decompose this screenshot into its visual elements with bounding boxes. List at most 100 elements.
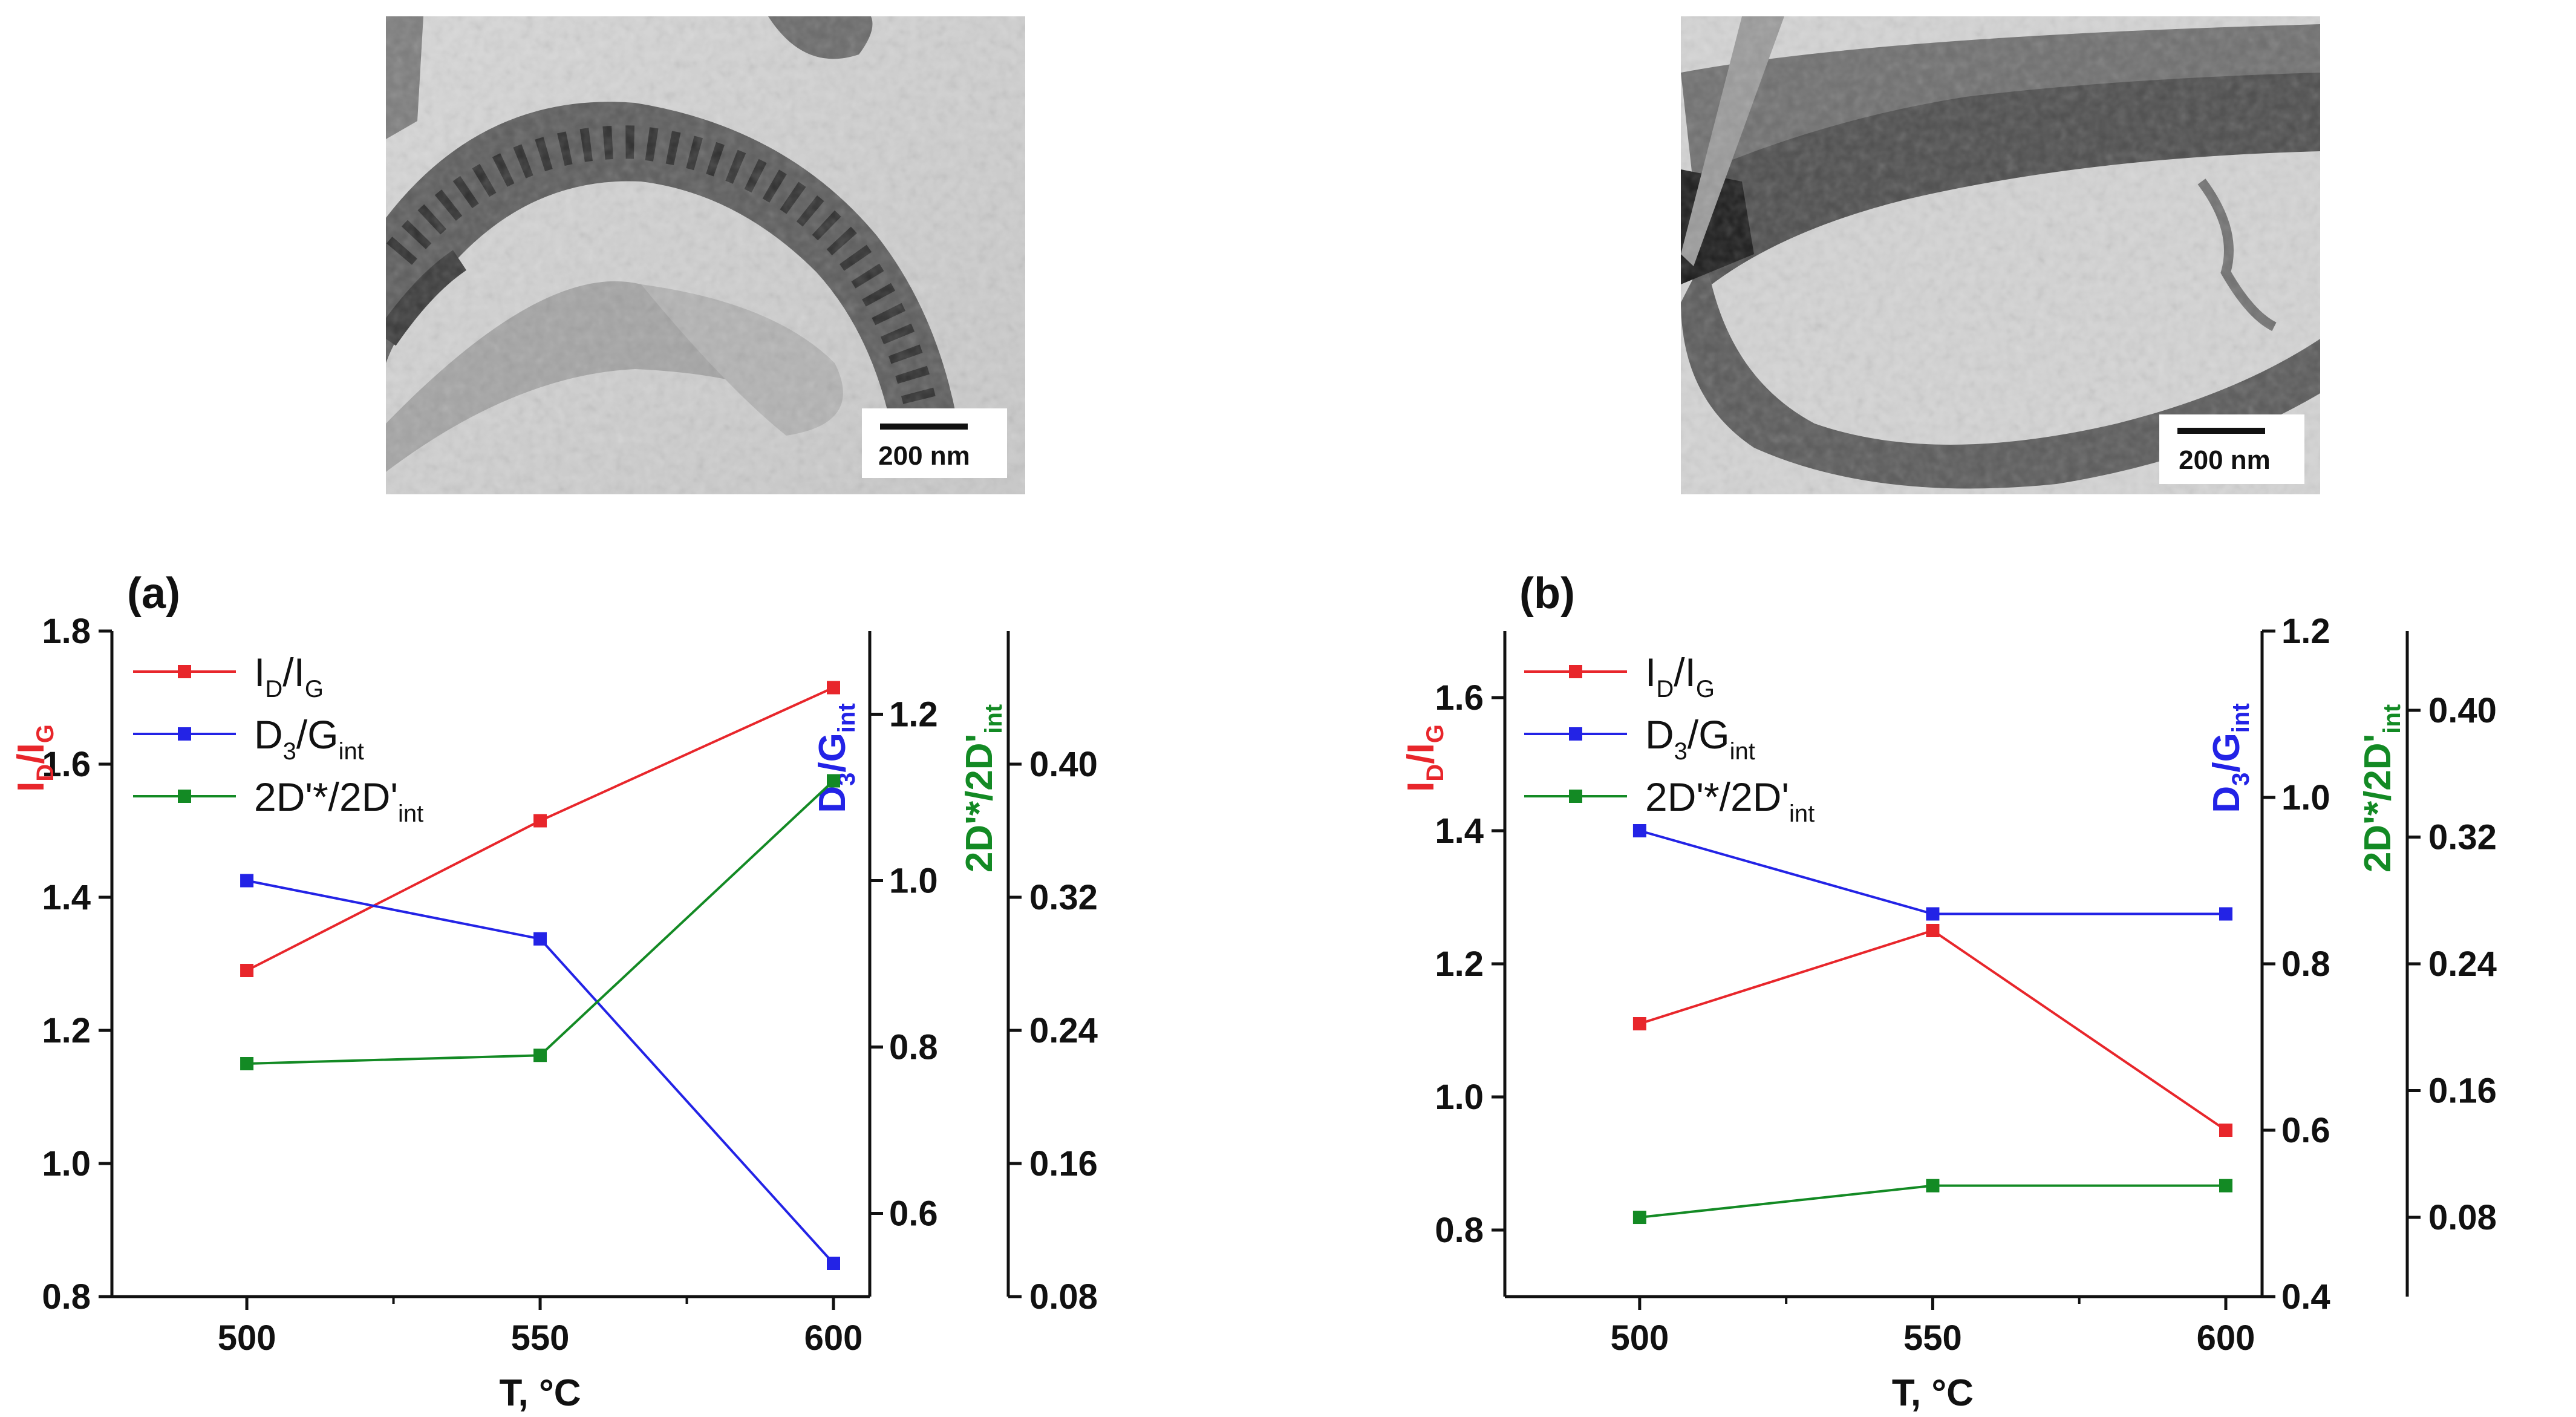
legend-label-part: 2D'*/2D' (254, 774, 398, 819)
right-y-axis-title: D3/Gint (2206, 703, 2254, 813)
x-tick-label: 550 (511, 1318, 570, 1358)
chart-panel-a: 500 550 600 T, °C 0.8 1.0 1.2 1.4 1.6 1.8 0.6 0.8 1.… (10, 569, 1098, 1414)
legend-label-part: /I (1674, 650, 1696, 695)
offset-right-y-tick-label: 0.32 (1029, 878, 1098, 917)
right-y-axis-title-part: D (812, 786, 853, 813)
left-y-axis-title-part: /I (1400, 743, 1442, 764)
right-y-axis-title-part: /G (2206, 733, 2248, 772)
legend-label-part: 3 (1674, 738, 1687, 765)
left-y-axis-title-part: I (1400, 782, 1442, 792)
offset-right-y-axis-title-part: 2D'*/2D' (2357, 734, 2399, 872)
legend-label-part: I (1645, 650, 1656, 695)
left-y-axis-title: ID/IG (1400, 724, 1449, 792)
right-y-tick-label: 0.6 (2281, 1111, 2330, 1150)
left-y-axis-title-part: D (32, 764, 59, 782)
panel-label: (a) (127, 569, 180, 618)
data-point (533, 932, 547, 946)
legend-label-part: G (1696, 676, 1715, 702)
left-y-tick-label: 0.8 (42, 1277, 91, 1317)
right-y-tick-label: 1.0 (2281, 778, 2330, 817)
legend-label-part: int (398, 800, 423, 827)
tem-image-a: 200 nm (386, 16, 1025, 494)
scale-bar-label-a: 200 nm (878, 441, 970, 471)
legend-label: 2D'*/2D'int (254, 774, 423, 827)
right-y-tick-label: 1.2 (889, 695, 938, 735)
series-line-0 (1639, 929, 2227, 1131)
data-point (240, 964, 254, 977)
right-y-axis-title: D3/Gint (812, 703, 860, 813)
data-point (240, 874, 254, 888)
data-point (2219, 1179, 2232, 1193)
offset-right-y-axis-title: 2D'*/2D'int (959, 704, 1007, 872)
legend-label-part: D (254, 712, 283, 757)
offset-right-y-tick-label: 0.24 (2428, 944, 2497, 984)
offset-right-y-axis-title-part: 2D'*/2D' (959, 734, 1000, 872)
panel-label: (b) (1519, 569, 1575, 618)
series-line-1 (1639, 830, 2226, 915)
right-y-tick-label: 0.4 (2281, 1277, 2330, 1317)
x-axis-title: T, °C (500, 1372, 581, 1414)
left-y-axis-title-part: /I (10, 743, 52, 764)
legend-label: D3/Gint (254, 712, 364, 765)
left-y-tick-label: 1.8 (42, 612, 91, 651)
legend-label: ID/IG (254, 650, 324, 702)
data-point (533, 814, 547, 828)
offset-right-y-axis-title-part: int (2379, 704, 2405, 734)
right-y-axis-title-part: /G (812, 733, 853, 772)
right-y-tick-label: 0.8 (2281, 944, 2330, 984)
data-point (827, 1257, 840, 1270)
legend-marker (178, 727, 191, 741)
x-tick-label: 500 (1611, 1318, 1669, 1358)
data-point (827, 681, 840, 695)
offset-right-y-tick-label: 0.16 (1029, 1144, 1098, 1183)
right-y-axis-title-part: D (2206, 786, 2248, 813)
data-point (2219, 1124, 2232, 1137)
right-y-tick-label: 1.2 (2281, 612, 2330, 651)
offset-right-y-tick-label: 0.40 (1029, 745, 1098, 784)
x-tick-label: 500 (218, 1318, 276, 1358)
right-y-tick-label: 0.6 (889, 1194, 938, 1234)
left-y-axis-title-part: G (1422, 724, 1449, 743)
left-y-tick-label: 1.2 (42, 1011, 91, 1050)
legend-marker (178, 665, 191, 678)
legend-marker (1569, 665, 1582, 678)
offset-right-y-tick-label: 0.08 (2428, 1198, 2497, 1237)
left-y-tick-label: 1.2 (1435, 944, 1484, 984)
left-y-axis-title-part: I (10, 782, 52, 792)
data-point (1926, 924, 1940, 937)
right-y-axis-title-part: int (2228, 703, 2254, 733)
offset-right-y-tick-label: 0.08 (1029, 1277, 1098, 1317)
right-y-tick-label: 1.0 (889, 862, 938, 901)
offset-right-y-tick-label: 0.32 (2428, 817, 2497, 857)
left-y-axis-title-part: G (32, 724, 59, 743)
legend-marker (178, 790, 191, 803)
legend-label-part: int (1789, 800, 1815, 827)
x-tick-label: 600 (804, 1318, 863, 1358)
x-tick-label: 550 (1903, 1318, 1962, 1358)
data-point (2219, 907, 2232, 921)
left-y-tick-label: 0.8 (1435, 1211, 1484, 1250)
legend-label: 2D'*/2D'int (1645, 774, 1815, 827)
data-point (240, 1057, 254, 1070)
legend-marker (1569, 790, 1582, 803)
data-point (1926, 1179, 1940, 1193)
left-y-tick-label: 1.6 (1435, 678, 1484, 718)
legend-marker (1569, 727, 1582, 741)
scale-bar-label-b: 200 nm (2179, 445, 2271, 475)
x-axis-title: T, °C (1892, 1372, 1974, 1414)
legend-label-part: D (265, 676, 282, 702)
data-point (1632, 1017, 1646, 1030)
left-y-axis-title-part: D (1422, 764, 1449, 782)
legend-label-part: I (254, 650, 265, 695)
legend-label-part: /I (282, 650, 305, 695)
offset-right-y-axis-title: 2D'*/2D'int (2357, 704, 2405, 872)
left-y-tick-label: 1.4 (42, 878, 91, 917)
legend-label-part: /G (296, 712, 339, 757)
offset-right-y-tick-label: 0.24 (1029, 1011, 1098, 1050)
offset-right-y-axis-title-part: int (980, 704, 1007, 734)
tem-image-b: 200 nm (1681, 16, 2320, 494)
right-y-tick-label: 0.8 (889, 1028, 938, 1067)
legend-label-part: 3 (283, 738, 296, 765)
legend-label-part: int (339, 738, 364, 765)
data-point (827, 774, 840, 788)
